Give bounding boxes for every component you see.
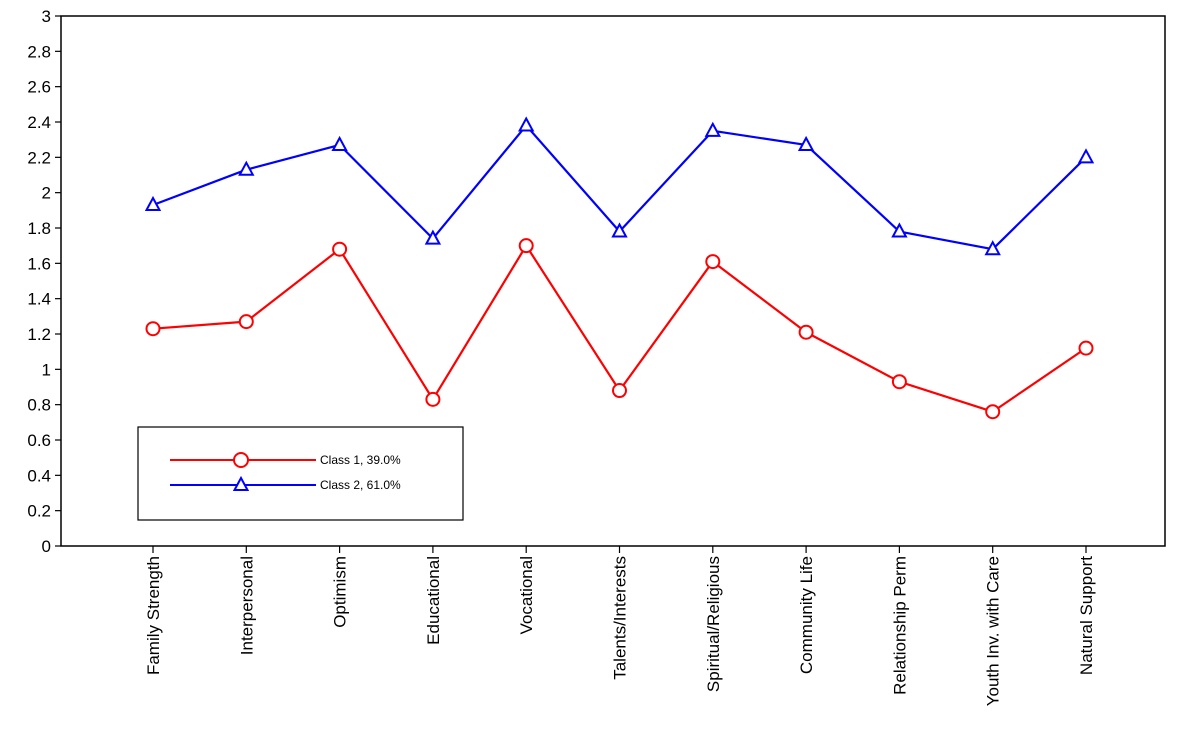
y-tick-label: 2.6 <box>27 78 51 97</box>
data-point <box>238 160 255 176</box>
y-tick-label: 2.2 <box>27 148 51 167</box>
x-tick-label: Youth Inv. with Care <box>984 556 1003 706</box>
y-tick-label: 1 <box>42 360 51 379</box>
data-point <box>984 240 1001 256</box>
data-point <box>331 135 348 151</box>
data-point <box>985 404 1001 420</box>
legend: Class 1, 39.0% Class 2, 61.0% <box>137 426 464 521</box>
y-tick-label: 1.2 <box>27 325 51 344</box>
x-tick-label: Relationship Perm <box>890 556 909 695</box>
y-tick-label: 2 <box>42 184 51 203</box>
x-axis: Family Strength Interpersonal Optimism Educ… <box>144 546 1096 706</box>
series-layer <box>144 116 1095 420</box>
data-point <box>891 222 908 238</box>
y-tick-label: 1.4 <box>27 290 51 309</box>
y-tick-label: 0.4 <box>27 466 51 485</box>
data-point <box>332 241 348 257</box>
y-tick-label: 0 <box>42 537 51 556</box>
series-1 <box>145 238 1094 420</box>
data-point <box>612 383 627 399</box>
data-point <box>798 324 814 340</box>
legend-marker-class-1 <box>233 452 249 468</box>
data-point <box>891 374 907 390</box>
data-point <box>144 195 162 212</box>
x-tick-label: Family Strength <box>144 556 163 675</box>
legend-box <box>137 426 464 521</box>
x-tick-label: Optimism <box>331 556 350 628</box>
data-point <box>705 254 721 270</box>
data-point <box>611 222 628 238</box>
y-tick-label: 2.8 <box>27 42 51 61</box>
data-point <box>424 229 442 245</box>
data-point <box>145 321 161 337</box>
data-point <box>425 391 441 407</box>
legend-marker-class-2 <box>232 475 250 491</box>
data-point <box>1078 340 1094 356</box>
x-tick-label: Spiritual/Religious <box>704 556 723 692</box>
y-tick-label: 3 <box>42 7 51 26</box>
legend-label-class-2: Class 2, 61.0% <box>320 478 401 492</box>
data-point <box>238 314 254 330</box>
y-tick-label: 0.2 <box>27 502 51 521</box>
data-point <box>518 238 534 254</box>
legend-label-class-1: Class 1, 39.0% <box>320 453 401 467</box>
x-tick-label: Talents/Interests <box>611 556 630 680</box>
x-tick-label: Educational <box>424 556 443 645</box>
plot-frame <box>60 15 1166 547</box>
data-point <box>797 135 815 151</box>
y-tick-label: 1.8 <box>27 219 51 238</box>
y-tick-label: 1.6 <box>27 254 51 273</box>
data-point <box>704 121 721 137</box>
x-tick-label: Natural Support <box>1077 556 1096 675</box>
y-tick-label: 2.4 <box>27 113 51 132</box>
series-2 <box>144 116 1095 256</box>
x-tick-label: Interpersonal <box>237 556 256 655</box>
y-tick-label: 0.8 <box>27 396 51 415</box>
x-tick-label: Community Life <box>797 556 816 674</box>
data-point <box>518 116 535 132</box>
y-tick-label: 0.6 <box>27 431 51 450</box>
y-axis: 0 0.2 0.4 0.6 0.8 1 1.2 1.4 1.6 1.8 2 2.2 2.4 2.6 2.8 3 <box>27 7 61 556</box>
x-tick-label: Vocational <box>517 556 536 634</box>
data-point <box>1077 148 1095 164</box>
